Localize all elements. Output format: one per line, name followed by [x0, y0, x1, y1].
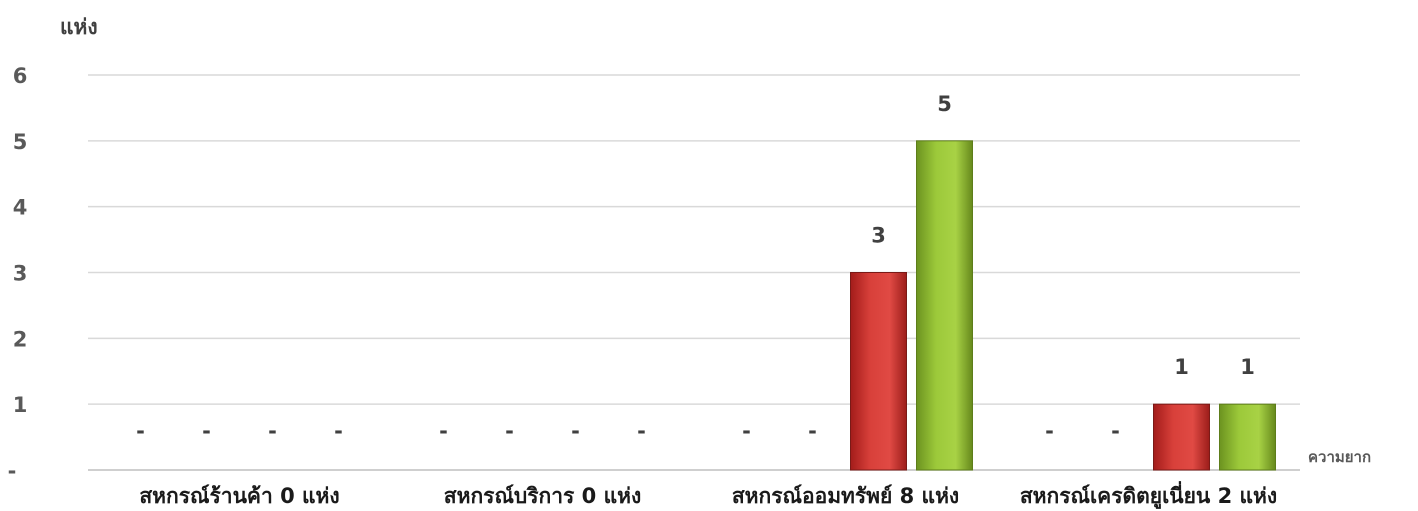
bar — [916, 140, 973, 471]
data-label: - — [439, 419, 448, 443]
data-label: - — [268, 419, 277, 443]
bar — [850, 272, 907, 471]
y-axis-ticks: - 1 2 3 4 5 6 — [8, 64, 28, 483]
x-category-label: สหกรณ์ร้านค้า 0 แห่ง — [139, 484, 339, 508]
y-tick-label: 3 — [13, 262, 28, 286]
y-tick-label: 2 — [13, 327, 28, 351]
x-category-label: สหกรณ์บริการ 0 แห่ง — [444, 484, 641, 508]
bar — [1219, 403, 1276, 471]
data-label: - — [571, 419, 580, 443]
x-axis-label: ความยาก — [1308, 448, 1371, 466]
gridlines — [88, 74, 1300, 471]
x-category-label: สหกรณ์ออมทรัพย์ 8 แห่ง — [732, 484, 959, 508]
y-tick-label: - — [8, 459, 17, 483]
data-label: 3 — [871, 224, 886, 248]
y-tick-label: 4 — [13, 196, 28, 220]
y-axis-label: แห่ง — [60, 15, 98, 39]
data-label: - — [1045, 419, 1054, 443]
data-label: - — [808, 419, 817, 443]
data-labels: - - - - - - - - - - 3 5 - - 1 1 — [136, 92, 1255, 443]
data-label: 5 — [937, 92, 952, 116]
data-label: - — [202, 419, 211, 443]
bar — [1153, 403, 1210, 471]
bars — [850, 140, 1276, 471]
x-axis-categories: สหกรณ์ร้านค้า 0 แห่ง สหกรณ์บริการ 0 แห่ง ส… — [139, 480, 1277, 510]
y-tick-label: 5 — [13, 130, 28, 154]
data-label: 1 — [1240, 355, 1255, 379]
y-tick-label: 1 — [13, 393, 28, 417]
data-label: - — [637, 419, 646, 443]
data-label: 1 — [1174, 355, 1189, 379]
data-label: - — [136, 419, 145, 443]
data-label: - — [334, 419, 343, 443]
data-label: - — [742, 419, 751, 443]
x-category-label: สหกรณ์เครดิตยูเนี่ยน 2 แห่ง — [1020, 480, 1277, 510]
data-label: - — [1111, 419, 1120, 443]
data-label: - — [505, 419, 514, 443]
y-tick-label: 6 — [13, 64, 28, 88]
